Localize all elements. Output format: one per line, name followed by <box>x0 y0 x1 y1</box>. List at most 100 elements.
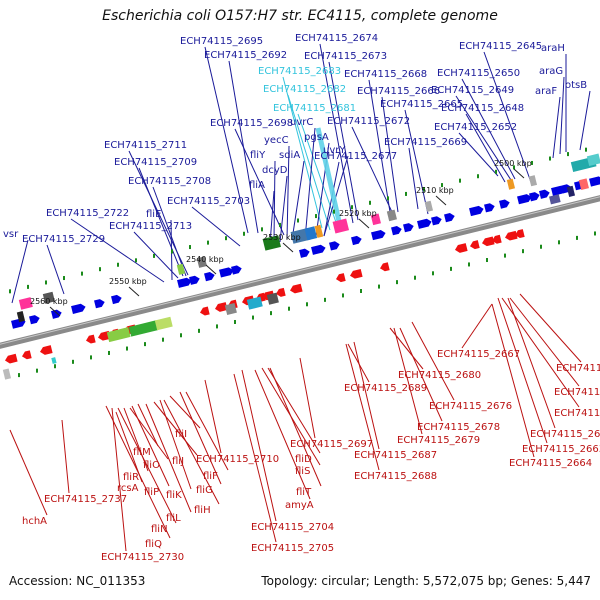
forward-gene-arrow <box>329 241 340 251</box>
gc-skew-tick <box>180 333 182 338</box>
gene-label: amyA <box>285 500 314 511</box>
gc-skew-tick <box>432 271 434 276</box>
gene-label: ECH74115_2680 <box>398 370 481 381</box>
gene-label: fliK <box>166 490 182 501</box>
leader-line <box>552 96 561 159</box>
gene-label: ECH74115_2648 <box>441 103 524 114</box>
topology-summary: Topology: circular; Length: 5,572,075 bp… <box>261 574 591 588</box>
feature-block <box>176 263 186 275</box>
forward-gene-arrow <box>499 199 510 209</box>
forward-gene-arrow <box>469 205 484 217</box>
leader-line <box>287 94 331 231</box>
gc-skew-tick <box>441 183 443 188</box>
feature-block <box>386 209 397 222</box>
forward-gene-arrow <box>51 309 62 319</box>
scale-tick-label: 2550 kbp <box>109 277 147 286</box>
feature-block <box>16 311 26 323</box>
gene-label: ECH74115_2666 <box>357 86 440 97</box>
gc-skew-tick <box>450 266 452 271</box>
feature-block <box>106 327 131 343</box>
feature-block <box>424 200 434 212</box>
gene-label: fliD <box>295 454 312 465</box>
gc-skew-tick <box>63 276 65 281</box>
gene-label: ECH74115_2650 <box>437 68 520 79</box>
leader-line <box>233 373 277 543</box>
leader-line <box>351 126 393 213</box>
scale-tick-mark <box>435 195 447 206</box>
gc-skew-tick <box>468 262 470 267</box>
gc-skew-tick <box>18 373 20 378</box>
feature-block <box>566 185 576 197</box>
gene-label: ECH74115_2689 <box>344 383 427 394</box>
scale-tick-label: 2540 kbp <box>186 255 224 264</box>
leader-line <box>163 399 220 505</box>
gene-label: fliJ <box>172 456 184 467</box>
reverse-gene-arrow <box>350 268 363 279</box>
forward-gene-arrow <box>371 230 386 241</box>
feature-block <box>42 291 55 304</box>
gc-skew-tick <box>153 253 155 258</box>
gene-label: ECH74115_2664 <box>509 458 592 469</box>
leader-line <box>70 218 165 283</box>
accession-text: Accession: NC_011353 <box>9 574 146 588</box>
gc-skew-tick <box>585 147 587 152</box>
forward-gene-arrow <box>177 277 192 288</box>
leader-line <box>159 399 192 490</box>
gene-label: ECH74115_2658 <box>554 387 600 398</box>
gc-skew-tick <box>270 311 272 316</box>
forward-gene-arrow <box>444 213 455 223</box>
leader-line <box>297 113 339 229</box>
leader-line <box>304 127 316 240</box>
forward-gene-arrow <box>299 248 310 258</box>
leader-line <box>381 96 399 213</box>
gene-label: fliL <box>166 513 181 524</box>
gc-skew-tick <box>459 178 461 183</box>
gene-label: rcsA <box>117 483 139 494</box>
gene-label: ECH74115_2722 <box>46 208 129 219</box>
gc-skew-tick <box>369 200 371 205</box>
gene-label: ECH74115_2672 <box>327 116 410 127</box>
feature-block <box>224 302 237 316</box>
leader-line <box>465 113 506 183</box>
scale-tick-mark <box>205 264 217 275</box>
gene-label: ECH74115_2676 <box>429 401 512 412</box>
leader-line <box>234 128 285 236</box>
gene-label: ECH74115_2677 <box>314 151 397 162</box>
forward-gene-arrow <box>29 315 40 325</box>
gene-tracks <box>2 147 600 380</box>
reverse-gene-arrow <box>276 287 286 297</box>
forward-gene-arrow <box>417 218 432 229</box>
gene-label: ECH74115_2705 <box>251 543 334 554</box>
gc-skew-tick <box>54 364 56 369</box>
gene-label: fliE <box>146 209 161 220</box>
gc-skew-tick <box>27 284 29 289</box>
gene-label: ECH74115_2667 <box>437 349 520 360</box>
reverse-gene-arrow <box>86 334 96 344</box>
gene-label: ECH74115_2710 <box>196 454 279 465</box>
gc-skew-tick <box>45 280 47 285</box>
leader-line <box>204 379 222 454</box>
gene-label: pgsA <box>304 132 329 143</box>
feature-block <box>2 368 12 380</box>
reverse-gene-arrow <box>22 350 32 360</box>
leader-line <box>169 395 201 429</box>
forward-gene-arrow <box>517 194 532 205</box>
gc-skew-tick <box>288 306 290 311</box>
leader-line <box>111 407 127 552</box>
gc-skew-tick <box>117 262 119 267</box>
scale-tick-mark <box>358 218 370 229</box>
gene-label: ECH74115_2688 <box>354 471 437 482</box>
gc-skew-tick <box>36 368 38 373</box>
forward-gene-arrow <box>539 189 550 199</box>
gc-skew-tick <box>144 342 146 347</box>
gc-skew-tick <box>297 218 299 223</box>
gc-skew-tick <box>477 174 479 179</box>
leader-line <box>46 244 65 295</box>
feature-block <box>578 178 589 191</box>
scale-tick-mark <box>513 168 525 179</box>
forward-gene-arrow <box>219 267 234 278</box>
gene-label: fliQ <box>145 539 162 550</box>
leader-line <box>458 132 499 177</box>
feature-block <box>246 296 263 310</box>
feature-block <box>586 153 600 167</box>
